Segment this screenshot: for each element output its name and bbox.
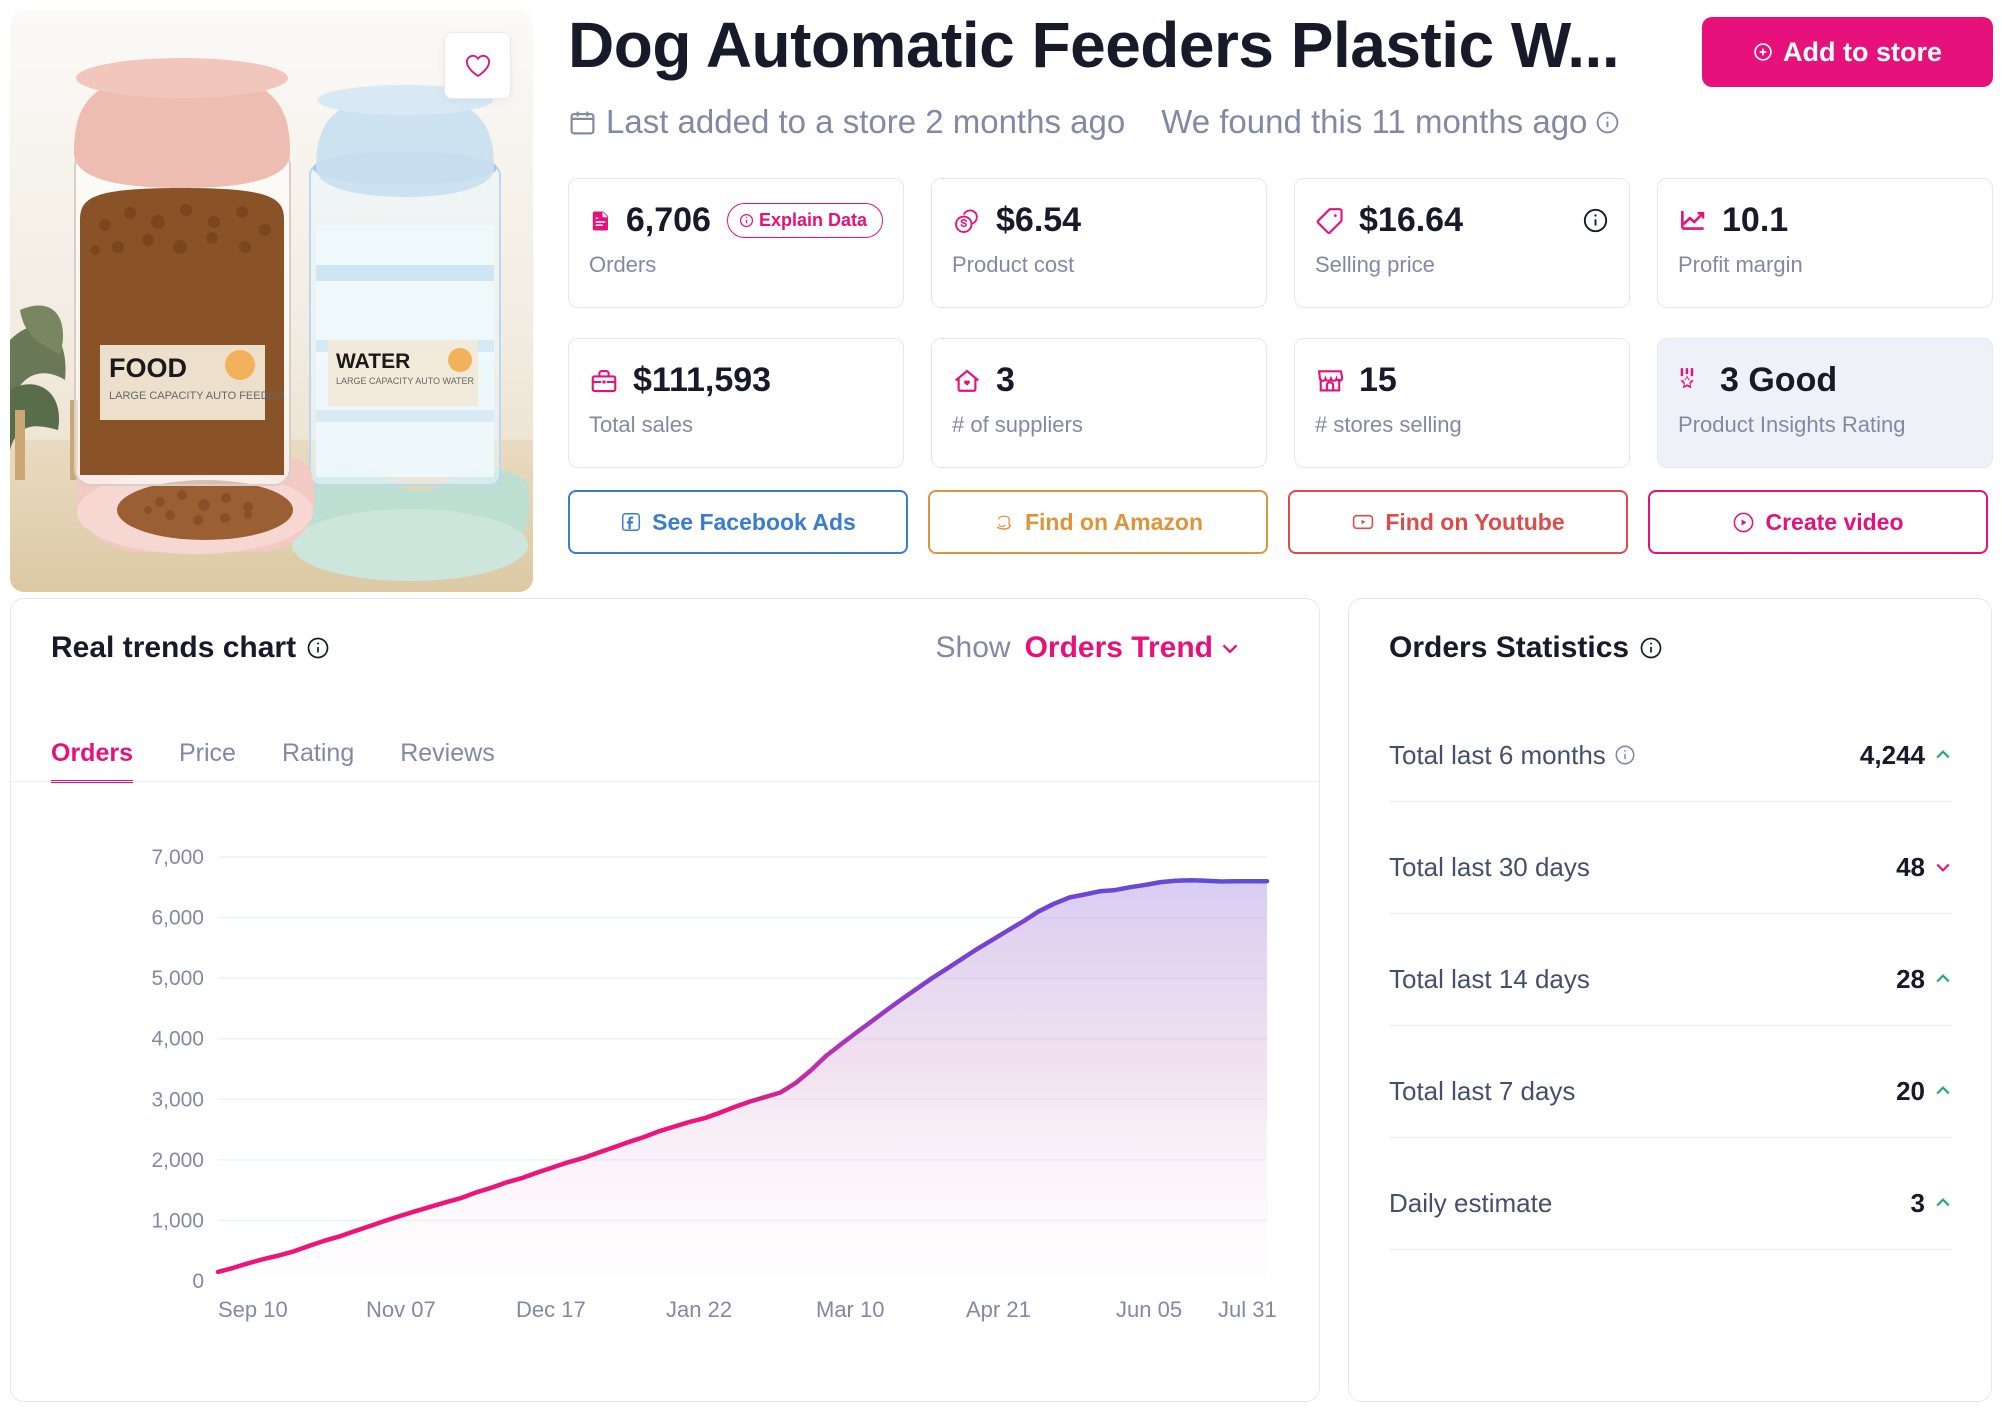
svg-text:2,000: 2,000 [151, 1149, 204, 1172]
svg-text:Jun 05: Jun 05 [1116, 1297, 1182, 1322]
svg-text:Nov 07: Nov 07 [366, 1297, 436, 1322]
svg-text:Jan 22: Jan 22 [666, 1297, 732, 1322]
svg-text:LARGE CAPACITY AUTO WATER: LARGE CAPACITY AUTO WATER [336, 376, 475, 386]
svg-text:0: 0 [192, 1270, 204, 1293]
svg-text:7,000: 7,000 [151, 846, 204, 869]
svg-text:Dec 17: Dec 17 [516, 1297, 586, 1322]
svg-text:Sep 10: Sep 10 [218, 1297, 288, 1322]
svg-text:6,000: 6,000 [151, 907, 204, 930]
svg-text:Apr 21: Apr 21 [966, 1297, 1031, 1322]
svg-text:1,000: 1,000 [151, 1209, 204, 1232]
svg-text:LARGE CAPACITY AUTO FEEDER: LARGE CAPACITY AUTO FEEDER [109, 390, 284, 402]
svg-text:4,000: 4,000 [151, 1028, 204, 1051]
svg-text:3,000: 3,000 [151, 1088, 204, 1111]
svg-text:Jul 31: Jul 31 [1218, 1297, 1277, 1322]
svg-text:5,000: 5,000 [151, 967, 204, 990]
svg-text:WATER: WATER [336, 350, 410, 373]
svg-text:Mar 10: Mar 10 [816, 1297, 884, 1322]
svg-text:FOOD: FOOD [109, 353, 187, 383]
